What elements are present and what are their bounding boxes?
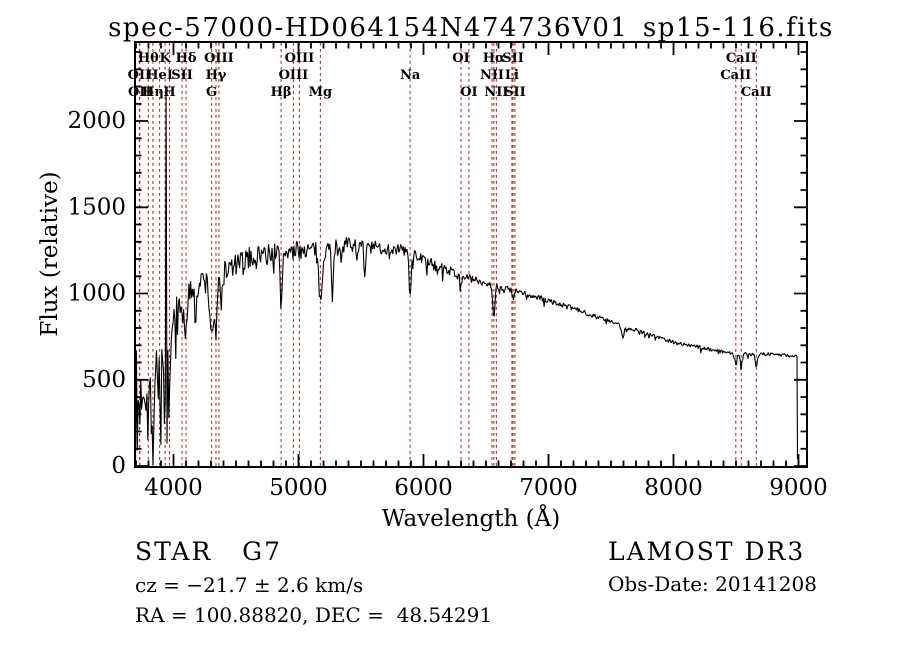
y-tick-label: 1500 (67, 194, 126, 220)
y-tick-label: 500 (82, 367, 126, 393)
marker-label: Hθ (138, 51, 159, 66)
x-tick-label: 4000 (144, 475, 203, 501)
marker-label: Hβ (271, 85, 292, 100)
marker-label: SII (504, 85, 526, 100)
marker-label: OI (452, 51, 469, 66)
plot-frame (134, 41, 808, 468)
obsdate-text: Obs-Date: 20141208 (608, 572, 817, 596)
marker-label: CaII (726, 51, 757, 66)
spectrum-trace (134, 95, 799, 466)
marker-label: Hδ (176, 51, 197, 66)
marker-label: Hη (142, 85, 164, 100)
x-axis-title: Wavelength (Å) (382, 504, 560, 532)
marker-label: NII (484, 85, 508, 100)
axes-frame (134, 41, 808, 468)
x-tick-label: 8000 (644, 475, 703, 501)
marker-label: H (163, 85, 175, 100)
marker-label: OIII (204, 51, 234, 66)
y-tick-label: 2000 (67, 108, 126, 134)
y-axis-title: Flux (relative) (37, 171, 63, 336)
marker-label: CaII (741, 85, 772, 100)
classification-text: STAR G7 (135, 537, 282, 566)
marker-label: SII (171, 68, 193, 83)
y-tick-label: 0 (111, 453, 126, 479)
survey-text: LAMOST DR3 (608, 537, 805, 566)
marker-label: HeI (146, 68, 173, 83)
marker-label: Hγ (206, 68, 227, 83)
y-tick-label: 1000 (67, 281, 126, 307)
x-tick-label: 9000 (769, 475, 828, 501)
marker-label: G (206, 85, 217, 100)
spectral-line-markers (138, 43, 757, 466)
marker-label: Na (400, 68, 421, 83)
plot-title: spec-57000-HD064154N474736V01_sp15-116.f… (108, 13, 834, 43)
spectrum-path (134, 95, 799, 466)
marker-label: Li (505, 68, 519, 83)
x-tick-label: 7000 (519, 475, 578, 501)
marker-label: CaII (720, 68, 751, 83)
tick-labels: 4000 5000 6000 7000 8000 9000 0 500 1000 1500 2000 (67, 108, 827, 501)
tick-marks (135, 42, 807, 467)
marker-label: NII (480, 68, 504, 83)
x-tick-label: 5000 (269, 475, 328, 501)
marker-label: OIII (279, 68, 309, 83)
spectral-line-labels: OIIOIIHθHηHeIKHSIIHδGHγOIIIHβOIIIOIIIMgN… (128, 51, 772, 100)
marker-label: Hα (483, 51, 505, 66)
x-tick-label: 6000 (394, 475, 453, 501)
marker-label: OII (128, 85, 152, 100)
marker-label: OI (460, 85, 477, 100)
marker-label: OII (128, 68, 152, 83)
marker-label: OIII (285, 51, 315, 66)
marker-label: SII (502, 51, 524, 66)
cz-text: cz = −21.7 ± 2.6 km/s (135, 573, 363, 597)
radec-text: RA = 100.88820, DEC = 48.54291 (135, 603, 492, 627)
marker-label: Mg (309, 85, 332, 100)
marker-label: K (159, 51, 171, 66)
